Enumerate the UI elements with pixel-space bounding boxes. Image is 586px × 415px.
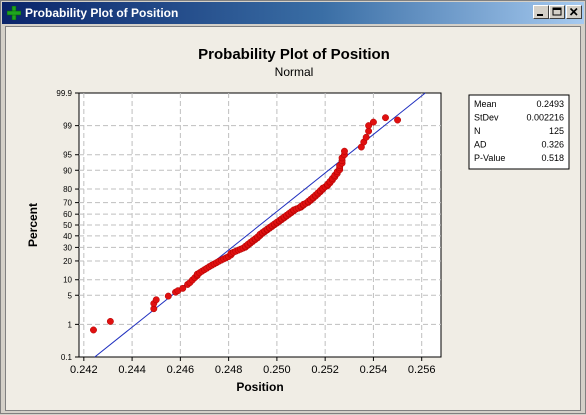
y-tick-label: 40 xyxy=(63,232,72,241)
x-tick-label: 0.244 xyxy=(118,364,146,376)
x-tick-label: 0.254 xyxy=(360,364,388,376)
y-tick-label: 70 xyxy=(63,199,72,208)
x-tick-label: 0.252 xyxy=(311,364,339,376)
maximize-button[interactable] xyxy=(549,5,565,19)
close-icon xyxy=(569,7,578,16)
data-point xyxy=(341,147,348,155)
probability-plot: Probability Plot of Position Normal 0.1 1… xyxy=(26,46,570,394)
stats-label: P-Value xyxy=(474,153,505,163)
x-tick-label: 0.256 xyxy=(408,364,436,376)
data-point xyxy=(394,116,402,124)
data-points xyxy=(90,114,402,334)
stats-label: AD xyxy=(474,140,487,150)
stats-value: 0.2493 xyxy=(536,99,564,109)
grid xyxy=(79,93,441,357)
data-point xyxy=(365,122,373,130)
stats-value: 0.518 xyxy=(541,153,564,163)
stats-value: 125 xyxy=(549,126,564,136)
y-tick-label: 1 xyxy=(68,320,73,329)
y-axis: 0.1 1 5 10 20 30 40 50 60 70 80 90 95 99 99.9 xyxy=(56,89,79,362)
y-tick-label: 50 xyxy=(63,221,72,230)
y-tick-label: 5 xyxy=(68,291,73,300)
stats-label: StDev xyxy=(474,113,499,123)
stats-value: 0.002216 xyxy=(526,113,564,123)
graph-panel: Probability Plot of Position Normal 0.1 1… xyxy=(5,26,581,411)
close-button[interactable] xyxy=(566,5,582,19)
x-tick-label: 0.242 xyxy=(70,364,98,376)
data-point xyxy=(382,114,389,122)
chart-subtitle: Normal xyxy=(275,65,314,79)
window-title: Probability Plot of Position xyxy=(25,6,179,20)
x-axis: 0.242 0.244 0.246 0.248 0.250 0.252 0.254 0.256 xyxy=(70,357,435,376)
y-tick-label: 30 xyxy=(63,243,72,252)
minimize-icon xyxy=(537,14,543,16)
maximize-icon xyxy=(552,7,562,16)
data-point xyxy=(179,284,187,292)
data-point xyxy=(152,296,160,304)
stats-label: Mean xyxy=(474,99,497,109)
x-tick-label: 0.246 xyxy=(167,364,195,376)
stats-label: N xyxy=(474,126,481,136)
x-tick-label: 0.248 xyxy=(215,364,243,376)
y-axis-label: Percent xyxy=(26,203,40,247)
data-point xyxy=(90,326,97,334)
data-point xyxy=(369,118,377,126)
y-tick-label: 90 xyxy=(63,166,72,175)
stats-value: 0.326 xyxy=(541,140,564,150)
green-plus-icon xyxy=(7,6,21,20)
y-tick-label: 0.1 xyxy=(61,353,73,362)
x-tick-label: 0.250 xyxy=(263,364,291,376)
data-point xyxy=(164,292,172,300)
y-tick-label: 95 xyxy=(63,151,72,160)
chart-title: Probability Plot of Position xyxy=(198,46,390,63)
y-tick-label: 99 xyxy=(63,122,72,131)
y-tick-label: 10 xyxy=(63,276,72,285)
stats-box: Mean 0.2493 StDev 0.002216 N 125 AD 0.326 P-Valu… xyxy=(468,94,570,170)
y-tick-label: 80 xyxy=(63,185,72,194)
y-tick-label: 99.9 xyxy=(56,89,72,98)
title-bar[interactable]: Probability Plot of Position xyxy=(2,2,584,24)
minimize-button[interactable] xyxy=(533,5,549,19)
data-point xyxy=(362,133,370,141)
x-axis-label: Position xyxy=(236,380,283,394)
y-tick-label: 60 xyxy=(63,210,72,219)
data-point xyxy=(106,317,114,325)
fitted-distribution-line xyxy=(94,92,426,358)
y-tick-label: 20 xyxy=(63,257,72,266)
